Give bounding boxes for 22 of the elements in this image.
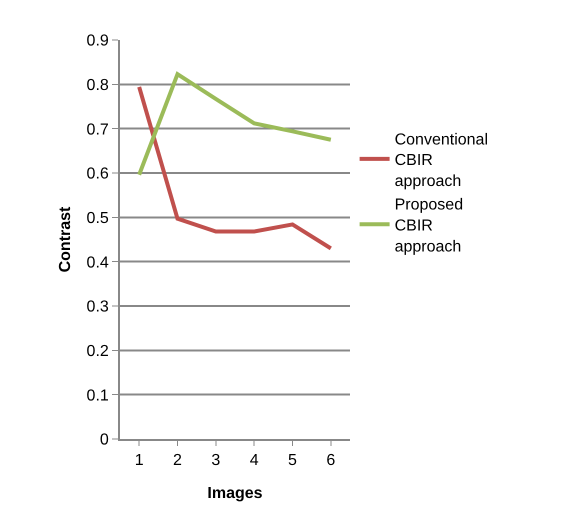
legend-label: Proposed CBIR approach — [394, 196, 464, 256]
x-axis-title: Images — [207, 485, 263, 502]
x-tick-label: 5 — [288, 452, 298, 470]
y-tick-label: 0.4 — [86, 254, 109, 272]
x-tick-label: 3 — [211, 452, 220, 470]
y-tick-label: 0.3 — [86, 298, 109, 316]
x-tick-label: 1 — [134, 452, 144, 470]
y-tick-label: 0.1 — [86, 387, 109, 404]
line-series — [137, 72, 333, 177]
line-series — [137, 84, 333, 250]
y-tick-label: 0 — [100, 432, 109, 449]
x-tick-label: 2 — [173, 452, 182, 470]
y-tick-label: 0.7 — [86, 121, 109, 138]
y-tick-label: 0.9 — [86, 32, 109, 50]
x-tick-label: 4 — [250, 452, 259, 470]
y-tick-label: 0.2 — [86, 342, 109, 360]
y-axis-title: Contrast — [56, 206, 74, 272]
y-tick-label: 0.8 — [86, 76, 109, 94]
legend-label: Conventional CBIR approach — [394, 131, 488, 190]
y-tick-label: 0.6 — [86, 166, 109, 183]
x-tick-label: 6 — [326, 452, 336, 470]
y-tick-label: 0.5 — [86, 210, 109, 227]
